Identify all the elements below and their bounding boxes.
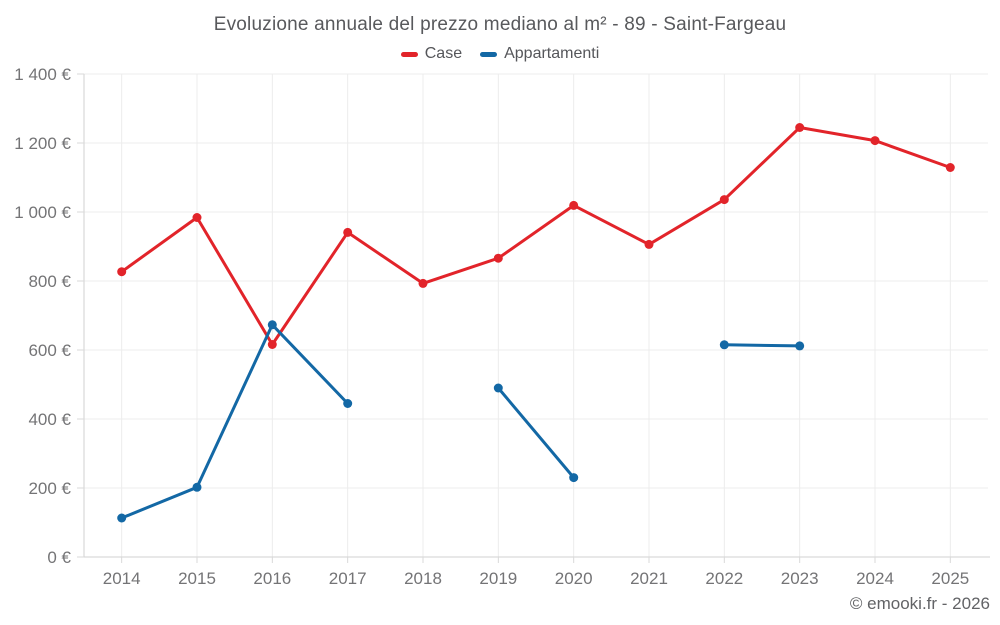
appartamenti-point-2019[interactable] [493, 383, 503, 393]
case-point-2022[interactable] [719, 195, 729, 205]
y-tick-label: 0 € [47, 548, 71, 567]
case-point-2023[interactable] [795, 123, 805, 132]
y-tick-label: 1 000 € [14, 203, 71, 222]
appartamenti-point-2015[interactable] [192, 482, 202, 492]
chart-title: Evoluzione annuale del prezzo mediano al… [213, 14, 787, 35]
case-point-2017[interactable] [343, 227, 353, 237]
y-tick-label: 400 € [28, 410, 71, 429]
x-tick-label: 2020 [555, 569, 593, 588]
case-point-2021[interactable] [644, 239, 654, 249]
legend-item-appartamenti[interactable]: Appartamenti [480, 45, 599, 63]
case-point-2016[interactable] [267, 340, 277, 349]
y-tick-label: 800 € [28, 272, 71, 291]
appartamenti-series-swatch-icon [480, 51, 498, 57]
legend-item-case[interactable]: Case [400, 45, 463, 63]
appartamenti-point-2022[interactable] [719, 340, 729, 350]
appartamenti-point-2016[interactable] [267, 320, 277, 330]
x-axis-labels: 2014 2015 2016 2017 2018 2019 2020 2021 2022 2023… [103, 557, 969, 588]
case-point-2019[interactable] [493, 253, 503, 263]
appartamenti-point-2020[interactable] [569, 473, 579, 483]
appartamenti-line [120, 323, 802, 520]
y-tick-label: 1 200 € [14, 134, 71, 153]
case-point-2024[interactable] [870, 136, 880, 146]
case-point-2025[interactable] [945, 163, 955, 172]
case-point-2018[interactable] [418, 278, 428, 288]
case-point-2014[interactable] [117, 267, 127, 277]
x-tick-label: 2015 [178, 569, 216, 588]
x-tick-label: 2024 [856, 569, 894, 588]
axes [83, 74, 990, 558]
case-series-swatch-icon [400, 51, 418, 57]
legend-label-case: Case [424, 45, 463, 62]
x-tick-label: 2014 [103, 569, 141, 588]
case-point-2015[interactable] [192, 213, 202, 222]
x-tick-label: 2025 [931, 569, 969, 588]
y-tick-label: 600 € [28, 341, 71, 360]
x-gridlines [121, 74, 951, 557]
case-point-2020[interactable] [569, 200, 579, 210]
appartamenti-point-2023[interactable] [795, 341, 805, 351]
x-tick-label: 2017 [329, 569, 367, 588]
x-tick-label: 2016 [253, 569, 291, 588]
x-tick-label: 2023 [781, 569, 819, 588]
x-tick-label: 2022 [705, 569, 743, 588]
legend: Case Appartamenti [0, 43, 1000, 65]
copyright-text: © emooki.fr - 2026 [849, 594, 990, 613]
y-tick-label: 1 400 € [14, 65, 71, 84]
y-axis-labels: 0 € 200 € 400 € 600 € 800 € 1 000 € 1 200 € 1 4… [14, 65, 84, 567]
appartamenti-point-2014[interactable] [117, 513, 127, 523]
case-line [120, 126, 952, 346]
legend-label-appartamenti: Appartamenti [504, 45, 600, 62]
y-tick-label: 200 € [28, 479, 71, 498]
series-appartamenti [117, 320, 805, 523]
x-tick-label: 2021 [630, 569, 668, 588]
x-tick-label: 2019 [479, 569, 517, 588]
x-tick-label: 2018 [404, 569, 442, 588]
appartamenti-point-2017[interactable] [343, 399, 353, 408]
series-case [117, 123, 955, 349]
